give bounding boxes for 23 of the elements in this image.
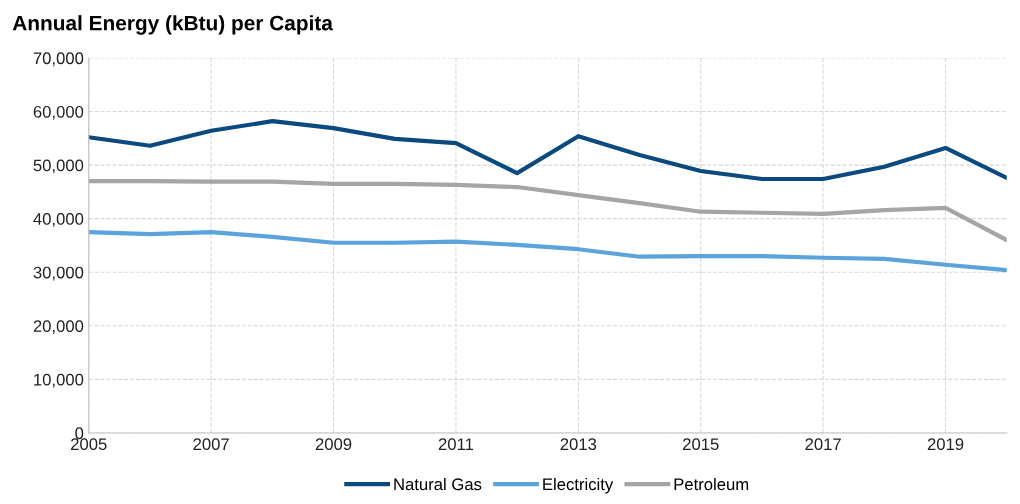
x-tick-label: 2005 [71,438,107,451]
x-tick-label: 2013 [560,438,597,451]
legend-label: Electricity [543,477,614,494]
chart-title: Annual Energy (kBtu) per Capita [12,15,334,35]
x-tick-label: 2017 [805,438,841,451]
x-tick-label: 2011 [438,438,474,451]
line-series [88,229,1007,273]
y-tick-label: 40,000 [33,213,84,227]
y-tick-label: 0 [75,427,84,440]
x-tick-label: 2019 [927,438,964,451]
y-tick-label: 20,000 [33,320,84,334]
legend-label: Petroleum [674,477,749,491]
y-tick-label: 50,000 [33,159,84,174]
line-series [88,119,1007,182]
y-tick-label: 60,000 [33,105,84,120]
y-tick-label: 10,000 [34,373,84,388]
x-tick-label: 2007 [193,438,229,451]
x-tick-label: 2015 [683,438,719,451]
legend-label: Natural Gas [394,477,482,491]
y-tick-label: 30,000 [33,266,84,281]
x-tick-label: 2009 [315,438,352,451]
y-tick-label: 70,000 [33,52,84,67]
line-series [88,179,1007,243]
